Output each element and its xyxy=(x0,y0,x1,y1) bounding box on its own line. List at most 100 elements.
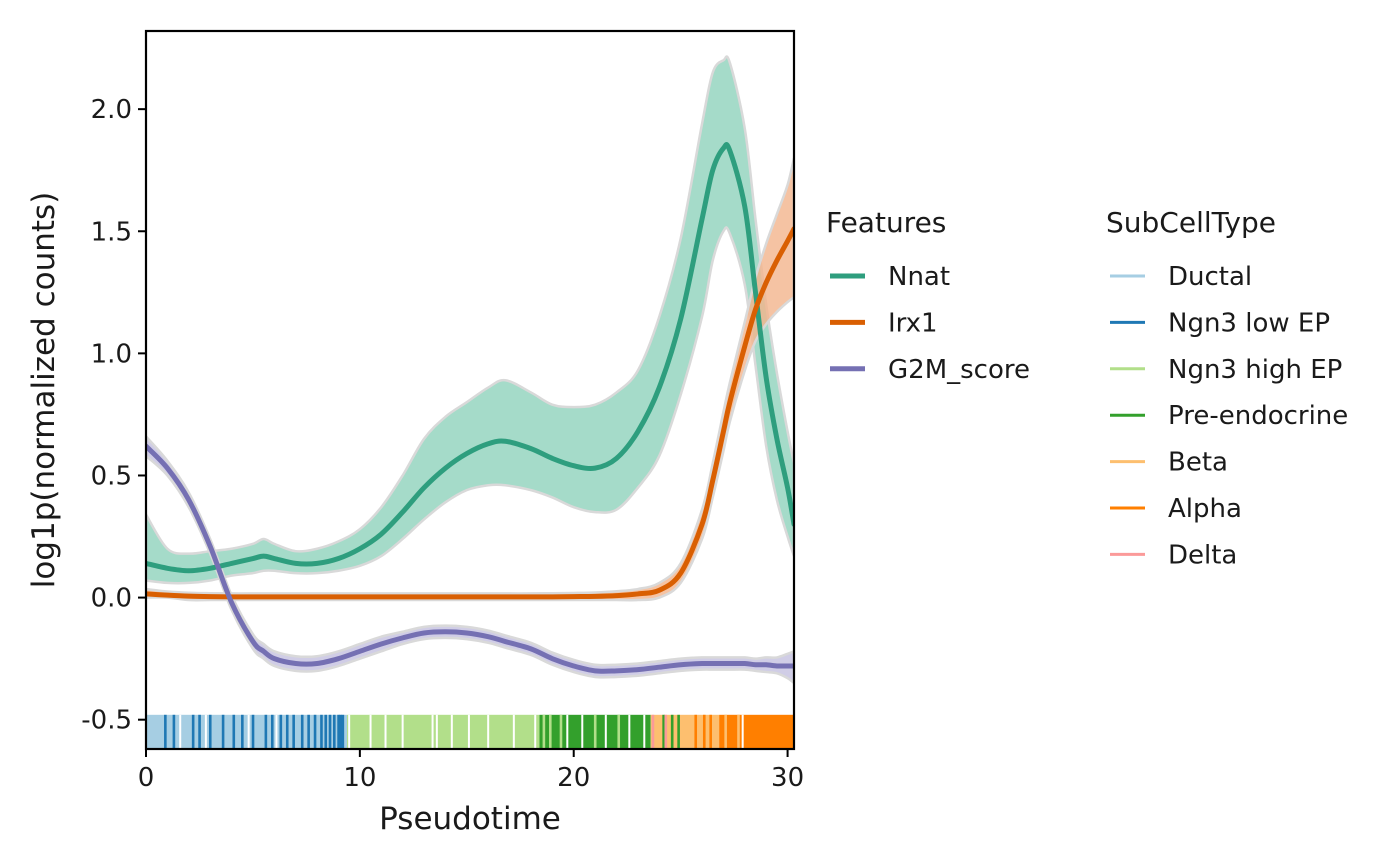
legend-subcelltype-item-label: Ngn3 low EP xyxy=(1168,308,1330,338)
x-tick-label: 0 xyxy=(138,763,155,793)
rug-mark-ngn3-low-ep xyxy=(191,714,195,749)
rug-segment-alpha xyxy=(719,714,794,749)
legend-features: Features Nnat Irx1 G2M_score xyxy=(826,206,1030,385)
rug-mark-ngn3-high-ep xyxy=(559,714,563,749)
rug-mark-pre-endocrine xyxy=(677,714,680,749)
nnat-confidence-band xyxy=(146,55,794,585)
y-tick-label: 0.5 xyxy=(91,461,132,491)
rug-mark-ngn3-high-ep xyxy=(542,714,546,749)
rug-mark-alpha xyxy=(694,714,698,749)
rug-gap xyxy=(348,714,351,749)
rug-mark-ngn3-low-ep xyxy=(337,714,340,749)
g2m-score-line xyxy=(146,443,794,674)
rug-mark-ngn3-low-ep xyxy=(328,714,332,749)
rug-mark-ngn3-low-ep xyxy=(320,714,323,749)
y-axis-title: log1p(normalized counts) xyxy=(26,192,62,589)
rug-mark-ngn3-low-ep xyxy=(324,714,328,749)
rug-gap xyxy=(604,714,607,749)
rug-gap xyxy=(467,714,470,749)
rug-segment-ngn3-high-ep xyxy=(347,714,540,749)
rug-mark-delta xyxy=(651,714,655,749)
rug-segment-ductal xyxy=(146,714,348,749)
plot-frame xyxy=(144,29,796,751)
x-axis: 0 10 20 30 xyxy=(138,749,804,793)
rug-mark-beta xyxy=(724,714,727,749)
rug-mark-ngn3-low-ep xyxy=(241,714,244,749)
rug-gap xyxy=(179,714,182,749)
rug-mark-ngn3-low-ep xyxy=(164,714,167,749)
rug-gap xyxy=(643,714,646,749)
y-axis: -0.5 0.0 0.5 1.0 1.5 2.0 xyxy=(81,95,146,736)
rug-gap xyxy=(435,714,438,749)
rug-gap xyxy=(204,714,207,749)
rug-mark-ngn3-low-ep xyxy=(285,714,289,749)
rug-gap xyxy=(384,714,387,749)
rug-mark-ngn3-high-ep xyxy=(593,714,597,749)
rug-gap xyxy=(741,714,744,749)
legend-subcelltype-item-label: Ngn3 high EP xyxy=(1168,355,1342,385)
rug-mark-ngn3-high-ep xyxy=(617,714,621,749)
rug-mark-ngn3-low-ep xyxy=(279,714,283,749)
legend-subcelltype-item-label: Ductal xyxy=(1168,262,1252,292)
rug-gap xyxy=(534,714,537,749)
legend-subcelltype-item-label: Delta xyxy=(1168,540,1237,570)
y-tick-label: -0.5 xyxy=(81,706,132,736)
legend-features-title: Features xyxy=(826,206,946,239)
x-tick-label: 20 xyxy=(557,763,590,793)
confidence-bands xyxy=(146,55,794,685)
legend-subcelltype-item-label: Alpha xyxy=(1168,494,1242,524)
rug-mark-ngn3-high-ep xyxy=(548,714,552,749)
rug-gap xyxy=(512,714,515,749)
y-tick-label: 1.0 xyxy=(91,339,132,369)
rug-gap xyxy=(247,714,250,749)
y-tick-label: 0.0 xyxy=(91,584,132,614)
y-tick-label: 2.0 xyxy=(91,95,132,125)
legend-subcelltype: SubCellType Ductal Ngn3 low EP Ngn3 high E… xyxy=(1106,206,1348,570)
rug-mark-alpha xyxy=(709,714,712,749)
rug-gap xyxy=(275,714,278,749)
rug-mark-ngn3-low-ep xyxy=(172,714,176,749)
legend-subcelltype-title: SubCellType xyxy=(1106,206,1276,239)
x-tick-label: 30 xyxy=(771,763,804,793)
irx1-line xyxy=(146,226,794,600)
rug-mark-ngn3-low-ep xyxy=(341,714,345,749)
rug-mark-ngn3-low-ep xyxy=(307,714,310,749)
rug-segment-beta xyxy=(650,714,720,749)
rug-mark-ngn3-low-ep xyxy=(251,714,255,749)
rug-mark-ngn3-low-ep xyxy=(264,714,268,749)
rug-gap xyxy=(628,714,631,749)
subcelltype-rug xyxy=(146,714,794,749)
legend-features-item-label: Irx1 xyxy=(888,308,938,338)
rug-mark-pre-endocrine xyxy=(662,714,665,749)
rug-gap xyxy=(566,714,569,749)
rug-mark-ngn3-low-ep xyxy=(270,714,274,749)
rug-gap xyxy=(450,714,453,749)
feature-lines xyxy=(146,142,794,674)
legend-subcelltype-item-label: Beta xyxy=(1168,448,1228,478)
x-axis-title: Pseudotime xyxy=(379,801,561,837)
rug-mark-ngn3-low-ep xyxy=(208,714,212,749)
rug-mark-ngn3-low-ep xyxy=(339,714,343,749)
rug-mark-ngn3-low-ep xyxy=(221,714,225,749)
rug-mark-alpha xyxy=(702,714,706,749)
rug-mark-pre-endocrine xyxy=(670,714,674,749)
legend-features-item-label: Nnat xyxy=(888,262,950,292)
rug-gap xyxy=(487,714,490,749)
rug-gap xyxy=(401,714,404,749)
rug-mark-ngn3-low-ep xyxy=(300,714,304,749)
rug-mark-ngn3-low-ep xyxy=(332,714,336,749)
rug-gap xyxy=(431,714,434,749)
rug-mark-ngn3-low-ep xyxy=(232,714,236,749)
legend-features-item-label: G2M_score xyxy=(888,355,1030,385)
rug-gap xyxy=(581,714,584,749)
x-tick-label: 10 xyxy=(343,763,376,793)
irx1-confidence-band xyxy=(146,157,794,602)
rug-mark-delta xyxy=(664,714,668,749)
rug-gap xyxy=(369,714,372,749)
rug-mark-ngn3-low-ep xyxy=(198,714,201,749)
legend-subcelltype-item-label: Pre-endocrine xyxy=(1168,401,1348,431)
rug-mark-ngn3-low-ep xyxy=(313,714,317,749)
nnat-line xyxy=(146,142,794,574)
rug-mark-ngn3-low-ep xyxy=(292,714,295,749)
